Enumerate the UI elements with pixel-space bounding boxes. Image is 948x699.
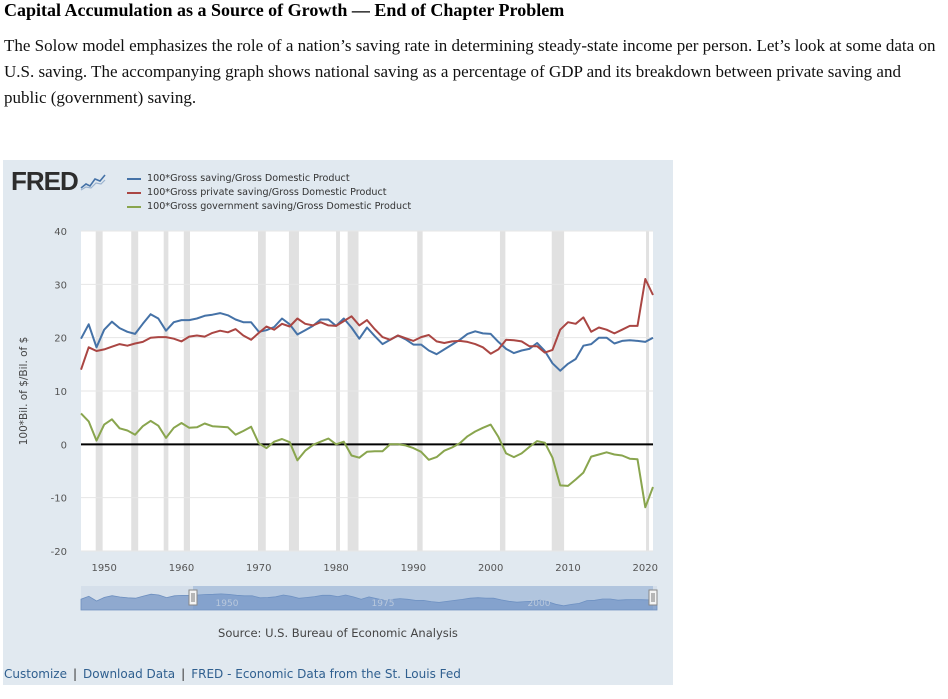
legend-item-gross-saving: 100*Gross saving/Gross Domestic Product [127,172,411,186]
x-tick-label: 1960 [169,563,194,574]
y-tick-label: 0 [61,440,67,451]
legend-item-private-saving: 100*Gross private saving/Gross Domestic … [127,186,411,200]
legend-item-government-saving: 100*Gross government saving/Gross Domest… [127,200,411,214]
x-tick-label: 1970 [246,563,271,574]
separator: | [181,667,186,681]
y-tick-label: 40 [54,227,67,238]
navigator-selected-range [193,586,653,610]
navigator-label: 2000 [528,599,551,609]
customize-link[interactable]: Customize [4,667,67,681]
y-tick-label: 30 [54,280,67,291]
y-tick-label: -20 [51,547,67,558]
legend-swatch [127,178,141,180]
navigator-left-handle[interactable] [188,589,198,606]
x-tick-label: 1980 [323,563,348,574]
chart-legend: 100*Gross saving/Gross Domestic Product … [127,172,411,214]
fred-logo-chart-icon [79,172,106,192]
download-data-link[interactable]: Download Data [83,667,176,681]
page-title: Capital Accumulation as a Source of Grow… [4,0,565,20]
intro-paragraph: The Solow model emphasizes the role of a… [4,36,936,107]
y-tick-label: 10 [54,387,67,398]
y-tick-label: 20 [54,334,67,345]
legend-swatch [127,192,141,194]
gross-saving-line [80,312,654,372]
x-tick-label: 2000 [478,563,503,574]
navigator-label: 1950 [216,599,239,609]
legend-label: 100*Gross private saving/Gross Domestic … [147,187,387,198]
y-axis-label: 100*Bil. of $/Bil. of $ [18,337,30,446]
source-note: Source: U.S. Bureau of Economic Analysis [218,626,458,640]
legend-label: 100*Gross saving/Gross Domestic Product [147,173,350,184]
saving-line-chart: 100*Bil. of $/Bil. of $ 403020100-10-20 … [18,227,658,574]
legend-swatch [127,206,141,208]
legend-label: 100*Gross government saving/Gross Domest… [147,201,412,212]
separator: | [73,667,78,681]
navigator-series-area [80,593,658,611]
navigator-right-handle[interactable] [648,589,658,606]
range-navigator[interactable]: 1950 1975 2000 [3,584,673,624]
x-tick-label: 2010 [555,563,580,574]
fred-graph-panel: FRED 100*Gross saving/Gross Domestic Pro… [3,160,673,685]
fred-logo[interactable]: FRED [11,166,106,197]
government-saving-line [80,412,654,509]
private-saving-line [80,278,654,371]
y-tick-label: -10 [51,494,67,505]
x-tick-label: 2020 [633,563,658,574]
fred-logo-text: FRED [11,166,79,196]
navigator-label: 1975 [372,599,395,609]
x-tick-label: 1950 [91,563,116,574]
fred-home-link[interactable]: FRED - Economic Data from the St. Louis … [191,667,461,681]
fred-footer-links: Customize | Download Data | FRED - Economic … [4,667,461,681]
x-tick-label: 1990 [401,563,426,574]
